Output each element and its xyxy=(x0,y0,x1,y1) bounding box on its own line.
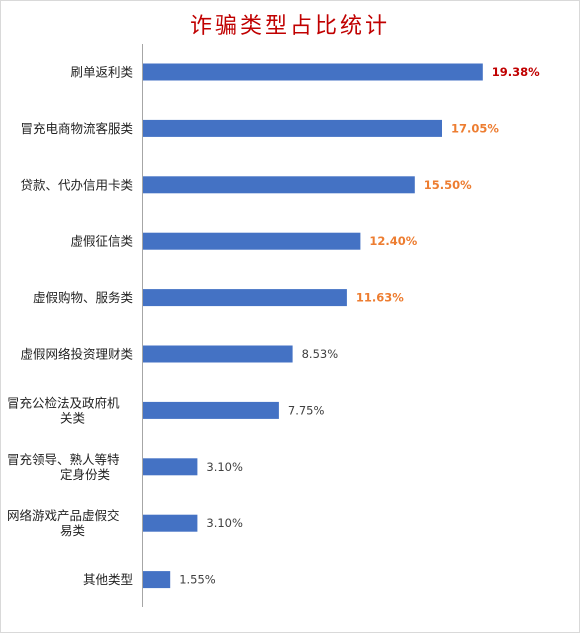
category-label-line: 冒充公检法及政府机 xyxy=(7,395,120,410)
category-label-line: 关类 xyxy=(60,410,86,425)
category-label: 其他类型 xyxy=(83,572,133,587)
category-label: 网络游戏产品虚假交易类 xyxy=(7,508,120,538)
bar xyxy=(143,571,171,589)
bar xyxy=(143,514,198,532)
value-label: 3.10% xyxy=(206,516,243,530)
category-label: 虚假网络投资理财类 xyxy=(20,347,133,362)
category-label: 刷单返利类 xyxy=(70,65,133,80)
value-label: 15.50% xyxy=(424,178,472,192)
bar xyxy=(143,119,442,137)
bar xyxy=(143,401,279,419)
value-label: 8.53% xyxy=(302,347,339,361)
bars-layer xyxy=(143,63,483,589)
value-label: 1.55% xyxy=(179,573,216,587)
bar xyxy=(143,458,198,476)
value-labels-layer: 19.38% 17.05% 15.50% 12.40% 11.63% 8.53% 7.75%… xyxy=(179,65,540,587)
value-label: 11.63% xyxy=(356,291,404,305)
bar xyxy=(143,232,361,250)
category-label: 虚假购物、服务类 xyxy=(33,290,134,305)
category-label-line: 易类 xyxy=(60,523,86,538)
bar xyxy=(143,176,415,194)
bar xyxy=(143,345,293,363)
category-label-line: 网络游戏产品虚假交 xyxy=(7,508,120,523)
value-label: 17.05% xyxy=(451,121,499,135)
bar xyxy=(143,63,483,81)
category-label: 冒充公检法及政府机关类 xyxy=(7,395,120,425)
category-label: 虚假征信类 xyxy=(70,234,133,249)
category-labels-layer: 刷单返利类冒充电商物流客服类贷款、代办信用卡类虚假征信类虚假购物、服务类虚假网络… xyxy=(7,65,133,588)
category-label: 冒充领导、熟人等特定身份类 xyxy=(7,452,120,482)
value-label: 7.75% xyxy=(288,403,325,417)
category-label: 冒充电商物流客服类 xyxy=(20,121,133,136)
bar xyxy=(143,289,347,307)
category-label: 贷款、代办信用卡类 xyxy=(20,177,133,192)
value-label: 12.40% xyxy=(369,234,417,248)
chart-title: 诈骗类型占比统计 xyxy=(189,14,390,39)
category-label-line: 定身份类 xyxy=(60,467,111,482)
value-label: 3.10% xyxy=(206,460,243,474)
value-label: 19.38% xyxy=(492,65,540,79)
category-label-line: 冒充领导、熟人等特 xyxy=(7,452,120,467)
